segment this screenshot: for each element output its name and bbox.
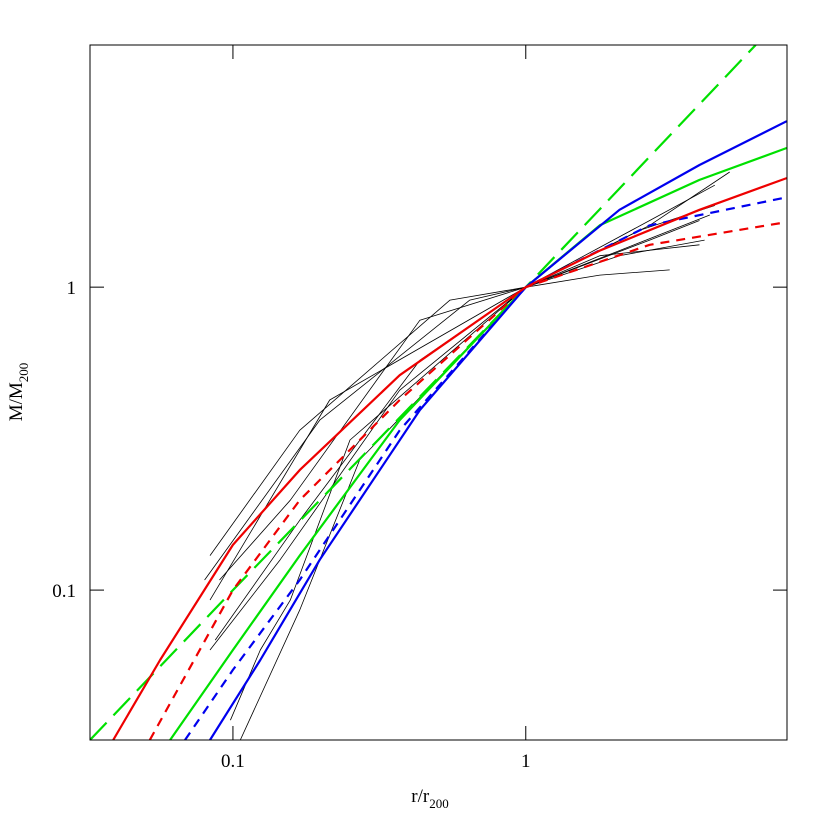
x-tick-label: 1 <box>521 751 531 772</box>
plot-frame <box>89 44 788 741</box>
series-line <box>230 184 715 721</box>
series-line <box>209 220 700 651</box>
y-tick-label: 1 <box>67 278 77 299</box>
y-axis-label: M/M200 <box>6 363 31 422</box>
plot-area <box>90 45 787 740</box>
series-line <box>209 269 670 556</box>
y-tick-label: 0.1 <box>52 581 76 602</box>
series-line <box>184 196 787 740</box>
y-label-sub: 200 <box>16 363 31 383</box>
series-line <box>219 244 700 581</box>
y-label-main: M/M <box>6 382 27 421</box>
series-line <box>169 146 787 740</box>
x-label-sub: 200 <box>429 796 449 811</box>
series-line <box>90 45 757 740</box>
series-line <box>112 177 787 740</box>
x-tick-label: 0.1 <box>221 751 245 772</box>
x-axis-label: r/r200 <box>411 786 448 811</box>
series-line <box>204 239 705 581</box>
series-line <box>209 171 730 601</box>
series-line <box>148 221 787 740</box>
series-line <box>239 205 715 740</box>
series-line <box>209 120 787 740</box>
x-label-main: r/r <box>411 786 430 807</box>
series-line <box>214 214 710 641</box>
